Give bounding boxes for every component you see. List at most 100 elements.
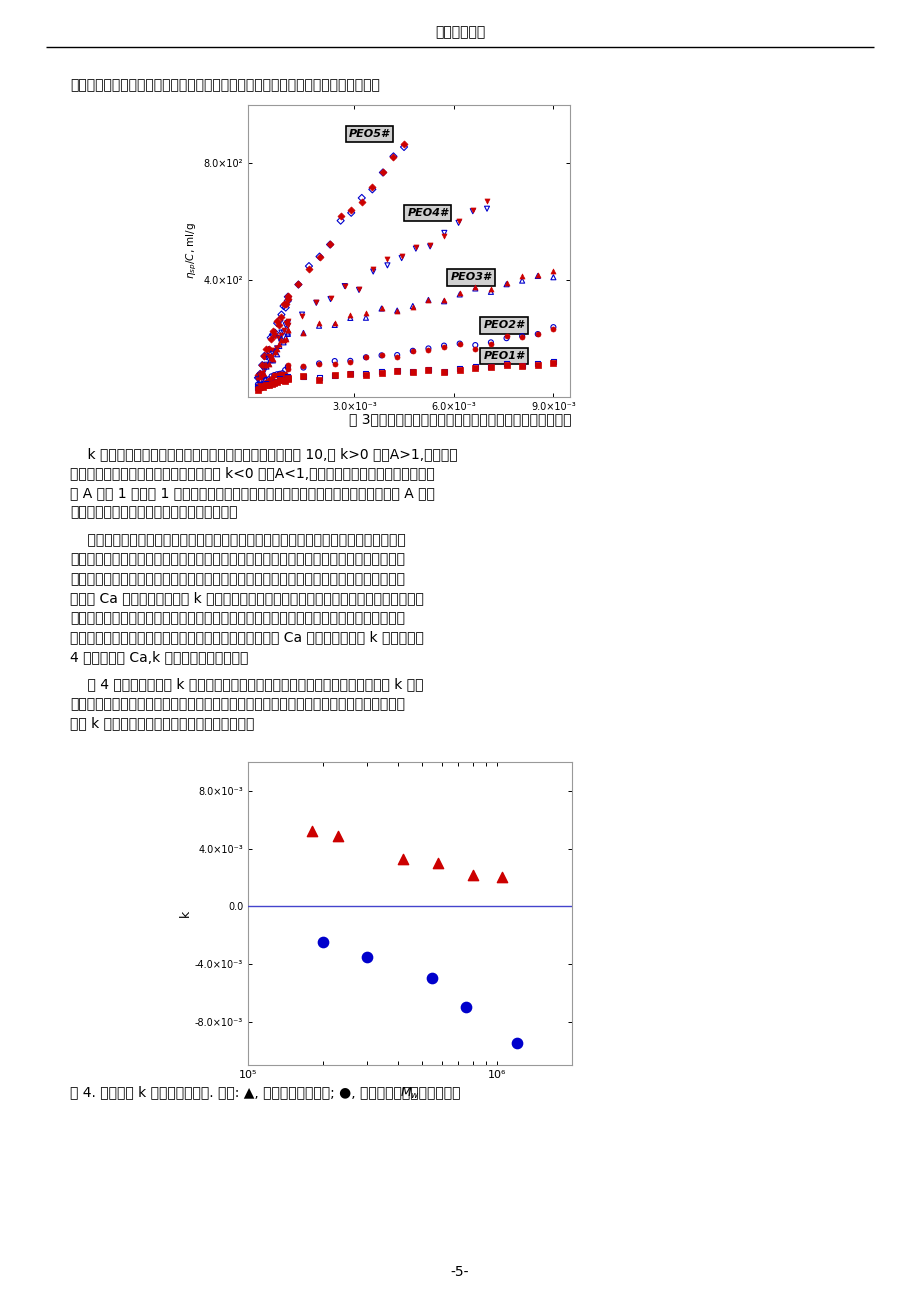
Point	[323, 288, 337, 309]
Point	[315, 932, 330, 953]
Point	[390, 361, 404, 381]
Point	[452, 283, 467, 303]
Point	[344, 202, 358, 223]
Point	[269, 365, 284, 385]
Point	[266, 340, 280, 361]
Point	[253, 375, 267, 396]
Point	[343, 363, 357, 384]
Point	[274, 328, 289, 349]
Point	[437, 223, 451, 243]
Point	[269, 312, 284, 333]
Point	[280, 368, 295, 389]
Point	[499, 273, 514, 294]
Point	[312, 315, 326, 336]
Point	[374, 345, 389, 366]
Point	[278, 363, 292, 384]
Point	[258, 370, 273, 391]
Point	[264, 368, 278, 389]
Point	[255, 366, 269, 387]
Point	[483, 332, 498, 353]
Point	[386, 146, 401, 167]
Point	[479, 198, 494, 219]
Point	[483, 357, 498, 378]
Point	[258, 374, 273, 395]
Point	[351, 279, 366, 299]
Point	[267, 324, 282, 345]
Point	[261, 370, 276, 391]
Point	[261, 374, 276, 395]
Point	[272, 310, 287, 331]
Point	[358, 346, 373, 367]
Y-axis label: $\eta_{sp}/C$, ml/g: $\eta_{sp}/C$, ml/g	[185, 223, 199, 280]
Point	[374, 345, 389, 366]
Point	[267, 365, 281, 385]
Point	[546, 319, 561, 340]
Point	[437, 361, 451, 381]
Point	[343, 363, 357, 384]
Point	[250, 370, 265, 391]
Point	[276, 320, 290, 341]
Point	[312, 312, 326, 333]
Point	[261, 354, 276, 375]
Point	[259, 354, 274, 375]
Point	[425, 967, 439, 988]
Point	[375, 161, 390, 182]
Point	[278, 370, 292, 391]
Point	[276, 296, 290, 316]
Point	[269, 371, 284, 392]
Point	[465, 199, 480, 220]
Point	[280, 315, 295, 336]
Point	[396, 137, 411, 158]
Point	[452, 333, 467, 354]
Point	[309, 293, 323, 314]
Point	[258, 374, 273, 395]
Point	[358, 363, 373, 384]
Point	[256, 361, 271, 381]
Point	[296, 366, 311, 387]
Text: 液在聚四氟乙烯毛细管中流动时，分子链在聚四氟乙烯毛细管内表面没有吸附，而且聚氧化: 液在聚四氟乙烯毛细管中流动时，分子链在聚四氟乙烯毛细管内表面没有吸附，而且聚氧化	[70, 611, 404, 625]
Point	[437, 290, 451, 311]
Text: -5-: -5-	[450, 1266, 469, 1279]
Point	[296, 323, 311, 344]
Point	[250, 367, 265, 388]
Point	[344, 201, 358, 221]
Point	[374, 362, 389, 383]
Point	[253, 363, 267, 384]
Point	[267, 374, 281, 395]
Point	[499, 272, 514, 293]
Point	[253, 376, 267, 397]
Point	[437, 290, 451, 311]
Point	[280, 290, 295, 311]
Point	[280, 289, 295, 310]
Point	[421, 290, 436, 311]
Point	[358, 302, 373, 323]
Point	[280, 319, 295, 340]
Point	[312, 367, 326, 388]
Point	[255, 375, 270, 396]
Point	[272, 363, 287, 384]
Point	[272, 336, 287, 357]
Point	[256, 358, 271, 379]
Point	[267, 372, 281, 393]
Point	[272, 363, 287, 384]
Point	[421, 339, 436, 359]
Point	[468, 357, 482, 378]
Point	[374, 363, 389, 384]
Point	[280, 323, 295, 344]
Point	[250, 379, 265, 400]
Point	[390, 346, 404, 367]
Point	[255, 354, 269, 375]
Point	[274, 322, 289, 342]
Point	[269, 339, 284, 359]
Point	[272, 328, 287, 349]
Point	[272, 368, 287, 389]
Point	[405, 340, 420, 361]
Point	[261, 340, 276, 361]
Point	[259, 346, 274, 367]
Point	[530, 324, 545, 345]
Point	[343, 352, 357, 372]
Point	[546, 260, 561, 281]
Text: 度测量过程中有溶质吸附现象发生；而当 k<0 时，A<1,溶液发生滑流。因而我们可以从截: 度测量过程中有溶质吸附现象发生；而当 k<0 时，A<1,溶液发生滑流。因而我们…	[70, 466, 435, 480]
Point	[405, 362, 420, 383]
Point	[374, 297, 389, 318]
